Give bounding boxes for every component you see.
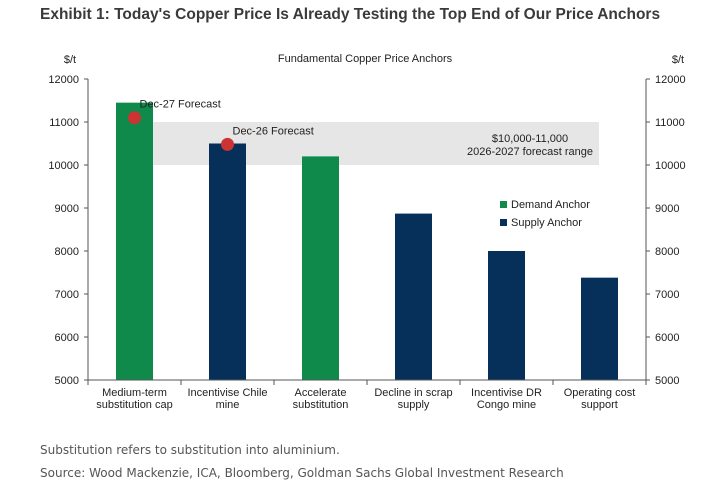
y-tick-label-left: 11000 — [49, 117, 79, 129]
category-label: Incentivise Chile — [187, 387, 267, 399]
forecast-range-label: 2026-2027 forecast range — [467, 146, 593, 158]
category-label: support — [581, 399, 618, 411]
y-tick-label-right: 8000 — [655, 246, 679, 258]
y-tick-label-left: 5000 — [55, 375, 79, 387]
y-tick-label-right: 5000 — [655, 375, 679, 387]
category-label: supply — [398, 399, 430, 411]
bar-3 — [302, 156, 339, 380]
chart-title: Fundamental Copper Price Anchors — [278, 53, 453, 65]
forecast-range-label: $10,000-11,000 — [492, 133, 568, 145]
category-label: Accelerate — [295, 387, 347, 399]
legend-label-demand: Demand Anchor — [511, 199, 590, 211]
y-tick-label-right: 10000 — [655, 160, 686, 172]
category-label: Congo mine — [477, 399, 536, 411]
legend-swatch-demand — [500, 201, 507, 208]
copper-price-chart: 5000 5000 6000 6000 7000 7000 8000 8000 9000 9000… — [48, 53, 686, 411]
forecast-marker — [128, 111, 141, 125]
legend-swatch-supply — [500, 219, 507, 226]
category-label: Incentivise DR — [471, 387, 542, 399]
footnote: Substitution refers to substitution into… — [40, 443, 340, 457]
y-tick-label-left: 9000 — [55, 203, 79, 215]
forecast-marker — [221, 137, 234, 151]
category-label: Medium-term — [102, 387, 167, 399]
bar-6 — [581, 277, 618, 380]
legend-label-supply: Supply Anchor — [511, 217, 582, 229]
y-tick-label-right: 7000 — [655, 289, 679, 301]
y-tick-label-left: 7000 — [55, 289, 79, 301]
y-tick-label-left: 10000 — [48, 160, 79, 172]
y-tick-label-right: 11000 — [655, 117, 685, 129]
y-tick-label-right: 6000 — [655, 332, 679, 344]
source-note: Source: Wood Mackenzie, ICA, Bloomberg, … — [40, 466, 564, 480]
category-label: Decline in scrap — [374, 387, 452, 399]
y-tick-label-left: 12000 — [48, 74, 79, 86]
category-label: substitution — [293, 399, 349, 411]
forecast-label: Dec-27 Forecast — [140, 99, 221, 111]
y-tick-label-right: 12000 — [655, 74, 686, 86]
y-tick-label-left: 8000 — [55, 246, 79, 258]
exhibit-title: Exhibit 1: Today's Copper Price Is Alrea… — [40, 6, 661, 23]
category-label: substitution cap — [96, 399, 172, 411]
bar-4 — [395, 213, 432, 380]
bar-5 — [488, 251, 525, 380]
category-label: Operating cost — [564, 387, 636, 399]
y-axis-label-left: $/t — [64, 54, 76, 66]
y-axis-label-right: $/t — [672, 54, 684, 66]
y-tick-label-left: 6000 — [55, 332, 79, 344]
category-label: mine — [216, 399, 240, 411]
bar-1 — [116, 102, 153, 381]
forecast-label: Dec-26 Forecast — [233, 125, 314, 137]
y-tick-label-right: 9000 — [655, 203, 679, 215]
bar-2 — [209, 143, 246, 380]
